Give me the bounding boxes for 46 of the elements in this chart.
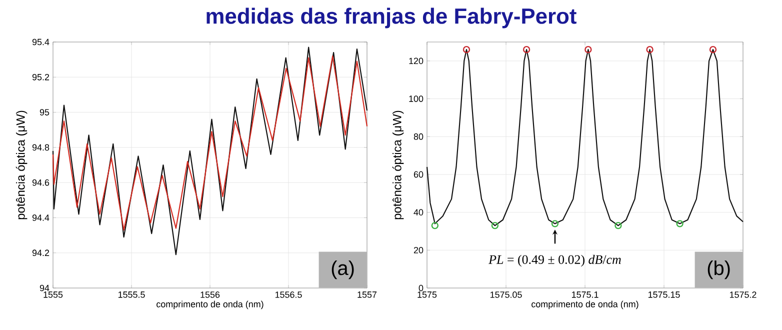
- point: [614, 222, 622, 230]
- y-tick-label: 100: [409, 96, 424, 102]
- line-series: [426, 49, 744, 226]
- point: [584, 46, 592, 54]
- y-tick-label: 60: [414, 171, 424, 178]
- annotation: (b): [708, 260, 730, 280]
- y-tick-label: 95.4: [32, 38, 50, 46]
- point: [709, 46, 717, 54]
- line-series: [52, 56, 368, 231]
- x-tick-label: 1557: [358, 292, 377, 298]
- annotation: (a): [332, 260, 354, 280]
- point: [522, 46, 530, 54]
- point: [676, 220, 684, 228]
- y-tick-label: 95: [40, 109, 50, 116]
- point: [551, 220, 559, 228]
- x-tick-label: 1575: [418, 292, 437, 298]
- y-axis-title: potência óptica (μW): [392, 110, 404, 220]
- x-tick-label: 1556.5: [275, 292, 302, 298]
- x-tick-label: 1556: [200, 292, 220, 298]
- y-tick-label: 94.8: [32, 144, 50, 151]
- chart-title: medidas das franjas de Fabry-Perot: [206, 8, 576, 28]
- x-axis-title: comprimento de onda (nm): [532, 300, 638, 310]
- x-tick-label: 1555: [44, 292, 63, 298]
- x-axis-title: comprimento de onda (nm): [156, 300, 264, 310]
- point: [462, 46, 470, 54]
- point: [431, 222, 439, 230]
- x-tick-label: 1575.1: [572, 292, 598, 298]
- y-tick-label: 20: [414, 246, 424, 254]
- y-axis-title: potência óptica (μW): [16, 110, 28, 220]
- point: [646, 46, 654, 54]
- line-series: [52, 46, 368, 256]
- x-tick-label: 1575.2: [730, 292, 756, 298]
- y-tick-label: 94.6: [32, 179, 50, 186]
- x-tick-label: 1575.15: [648, 292, 680, 298]
- y-tick-label: 40: [414, 209, 424, 216]
- y-tick-label: 94: [40, 284, 50, 292]
- y-tick-label: 120: [409, 58, 424, 64]
- y-tick-label: 94.4: [32, 214, 50, 221]
- y-tick-label: 94.2: [32, 250, 50, 256]
- y-tick-label: 95.2: [32, 74, 50, 80]
- y-tick-label: 80: [414, 133, 424, 140]
- annotation: PL = (0.49 ± 0.02) dB/cm: [488, 254, 621, 267]
- point: [491, 222, 499, 230]
- x-tick-label: 1555.5: [118, 292, 145, 298]
- x-tick-label: 1575.05: [490, 292, 522, 298]
- y-tick-label: 0: [418, 284, 424, 292]
